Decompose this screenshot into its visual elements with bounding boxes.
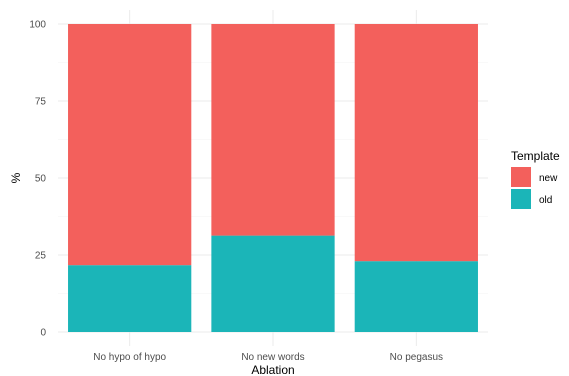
- legend-key-old: [511, 189, 531, 209]
- bar-old: [68, 265, 192, 332]
- bar-new: [68, 24, 192, 266]
- legend-title: Template: [511, 149, 560, 163]
- legend-key-new: [511, 167, 531, 187]
- legend-label-new: new: [539, 173, 558, 184]
- legend-label-old: old: [539, 195, 552, 206]
- y-tick-label: 0: [40, 328, 46, 339]
- bars: [68, 24, 478, 332]
- bar-new: [211, 24, 335, 236]
- y-axis-title: %: [9, 172, 23, 183]
- x-tick-label: No pegasus: [390, 352, 443, 363]
- axis-ticks: 0 25 50 75 100 No hypo of hypo No new words No …: [29, 20, 443, 364]
- bar-old: [211, 235, 335, 332]
- x-axis-title: Ablation: [251, 363, 294, 376]
- x-tick-label: No new words: [241, 352, 304, 363]
- y-tick-label: 75: [35, 97, 47, 108]
- bar-new: [354, 24, 478, 262]
- y-tick-label: 25: [35, 251, 47, 262]
- y-tick-label: 50: [35, 174, 47, 185]
- y-tick-label: 100: [29, 20, 46, 31]
- bar-old: [354, 261, 478, 332]
- legend: Template new old: [511, 149, 560, 209]
- x-tick-label: No hypo of hypo: [93, 352, 166, 363]
